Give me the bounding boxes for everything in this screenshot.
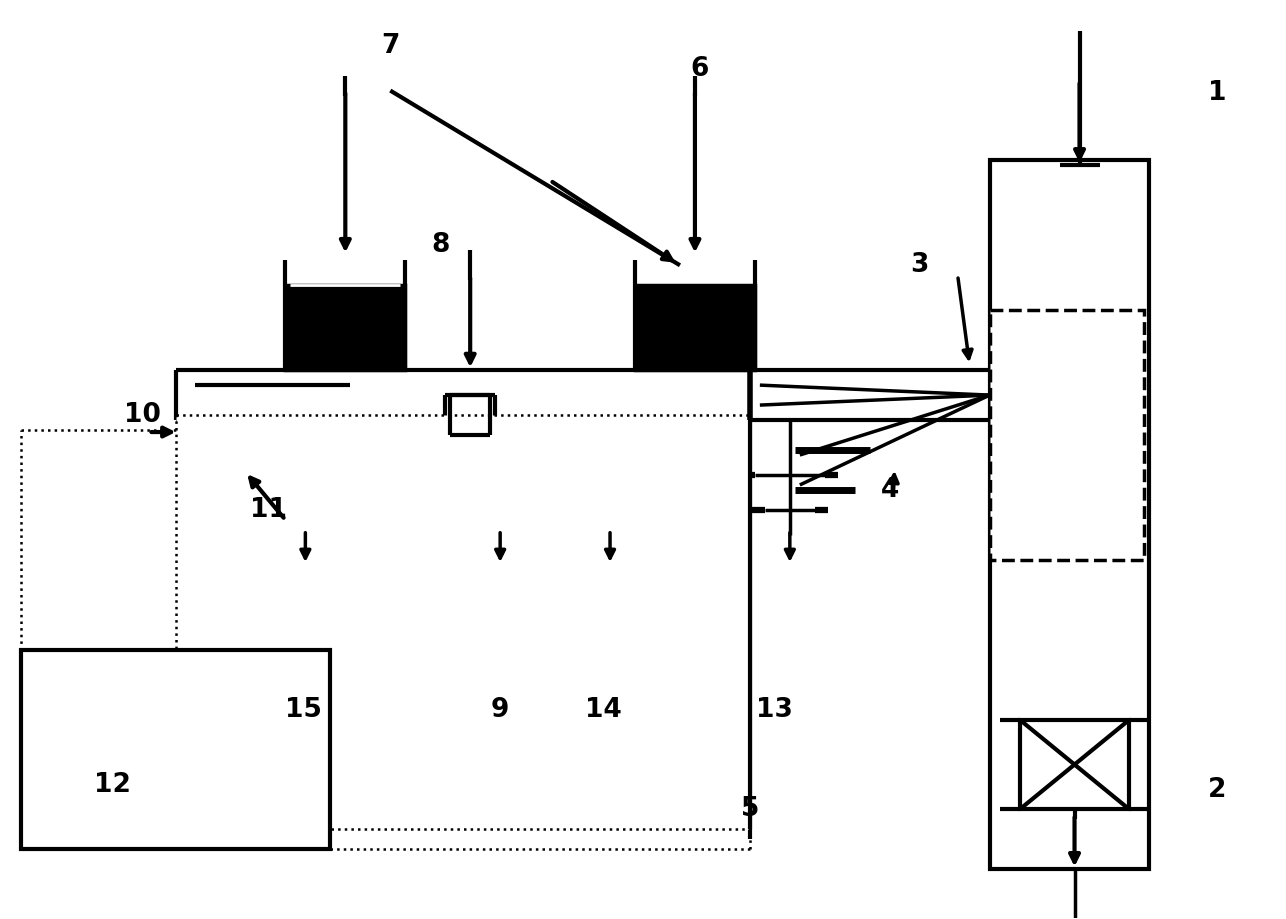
Text: 15: 15 (285, 697, 322, 722)
Bar (285, 285, 405, 370)
Text: 2: 2 (1208, 777, 1227, 802)
Text: 9: 9 (491, 697, 509, 722)
Text: 4: 4 (881, 477, 899, 503)
Text: 12: 12 (94, 772, 131, 798)
Bar (1020, 720, 1129, 810)
Text: 3: 3 (910, 253, 928, 278)
Text: 7: 7 (381, 33, 400, 59)
Bar (990, 161, 1150, 869)
Bar (635, 285, 755, 370)
Text: 14: 14 (585, 697, 621, 722)
Text: 10: 10 (125, 403, 161, 428)
Bar (990, 311, 1145, 560)
Text: 11: 11 (249, 497, 287, 523)
Text: 5: 5 (741, 797, 759, 823)
Bar (21, 650, 331, 849)
Bar (175, 415, 750, 830)
Text: 6: 6 (691, 55, 709, 82)
Text: 13: 13 (756, 697, 793, 722)
Text: 1: 1 (1208, 80, 1227, 106)
Text: 8: 8 (431, 233, 449, 258)
